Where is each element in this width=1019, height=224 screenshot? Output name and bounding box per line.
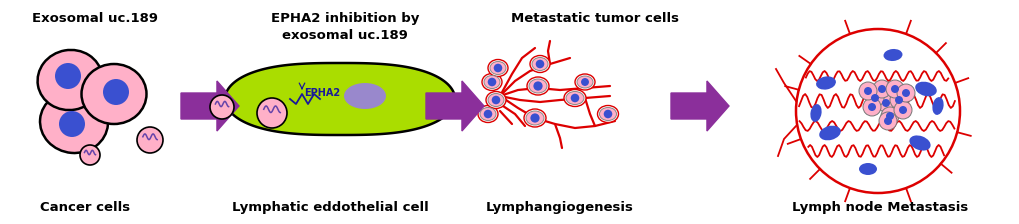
Circle shape [877, 85, 886, 93]
Ellipse shape [909, 136, 929, 151]
Text: Lymph node Metastasis: Lymph node Metastasis [791, 201, 967, 214]
Ellipse shape [482, 73, 501, 90]
Text: EPHA2 inhibition by
exosomal uc.189: EPHA2 inhibition by exosomal uc.189 [271, 12, 419, 41]
Ellipse shape [529, 79, 546, 93]
Circle shape [881, 99, 890, 107]
Ellipse shape [882, 49, 902, 61]
Ellipse shape [487, 60, 507, 77]
Ellipse shape [815, 76, 836, 90]
Circle shape [79, 145, 100, 165]
Text: Cancer cells: Cancer cells [40, 201, 130, 214]
Circle shape [55, 63, 81, 89]
Circle shape [137, 127, 163, 153]
Circle shape [870, 94, 878, 102]
Polygon shape [225, 63, 454, 135]
Circle shape [210, 95, 233, 119]
Circle shape [901, 89, 909, 97]
Ellipse shape [597, 106, 618, 123]
Text: Exosomal uc.189: Exosomal uc.189 [32, 12, 158, 25]
Polygon shape [671, 81, 729, 131]
Circle shape [898, 106, 906, 114]
Ellipse shape [818, 126, 840, 140]
Circle shape [890, 91, 907, 109]
Circle shape [603, 110, 611, 118]
Ellipse shape [82, 64, 147, 124]
Text: Lymphangiogenesis: Lymphangiogenesis [486, 201, 634, 214]
Text: EPHA2: EPHA2 [304, 88, 339, 98]
Circle shape [896, 84, 914, 102]
Circle shape [886, 112, 893, 120]
Circle shape [533, 81, 542, 91]
Ellipse shape [343, 83, 385, 109]
Circle shape [483, 110, 492, 118]
Polygon shape [180, 81, 238, 131]
Ellipse shape [38, 50, 102, 110]
Circle shape [891, 85, 898, 93]
Ellipse shape [914, 82, 935, 96]
Ellipse shape [564, 90, 586, 106]
Circle shape [872, 80, 891, 98]
Circle shape [59, 111, 85, 137]
Ellipse shape [931, 97, 943, 115]
Ellipse shape [524, 109, 545, 127]
Ellipse shape [577, 76, 592, 88]
Circle shape [886, 80, 903, 98]
Ellipse shape [575, 74, 594, 90]
Ellipse shape [599, 108, 615, 121]
Ellipse shape [487, 93, 503, 106]
Ellipse shape [858, 163, 876, 175]
Ellipse shape [484, 75, 499, 88]
Ellipse shape [489, 62, 505, 75]
Circle shape [535, 60, 544, 68]
Circle shape [862, 98, 880, 116]
Ellipse shape [532, 58, 547, 71]
Circle shape [530, 113, 539, 123]
Ellipse shape [527, 77, 548, 95]
Circle shape [883, 117, 892, 125]
Ellipse shape [485, 91, 505, 108]
Circle shape [493, 64, 501, 72]
Text: Lymphatic eddothelial cell: Lymphatic eddothelial cell [231, 201, 428, 214]
Circle shape [865, 89, 883, 107]
Circle shape [858, 82, 876, 100]
Ellipse shape [809, 104, 821, 122]
Circle shape [880, 107, 898, 125]
Circle shape [487, 78, 496, 86]
Circle shape [795, 29, 959, 193]
Ellipse shape [40, 91, 108, 153]
Circle shape [491, 96, 499, 104]
Polygon shape [426, 81, 484, 131]
Circle shape [571, 94, 579, 102]
Circle shape [867, 103, 875, 111]
Circle shape [893, 101, 911, 119]
Ellipse shape [478, 106, 497, 123]
Circle shape [876, 94, 894, 112]
Circle shape [894, 96, 902, 104]
Circle shape [863, 87, 871, 95]
Ellipse shape [526, 111, 543, 125]
Circle shape [581, 78, 588, 86]
Text: Metastatic tumor cells: Metastatic tumor cells [511, 12, 679, 25]
Ellipse shape [566, 91, 584, 105]
Circle shape [257, 98, 286, 128]
Circle shape [103, 79, 128, 105]
Circle shape [878, 112, 896, 130]
Ellipse shape [480, 108, 495, 121]
Ellipse shape [530, 56, 549, 73]
